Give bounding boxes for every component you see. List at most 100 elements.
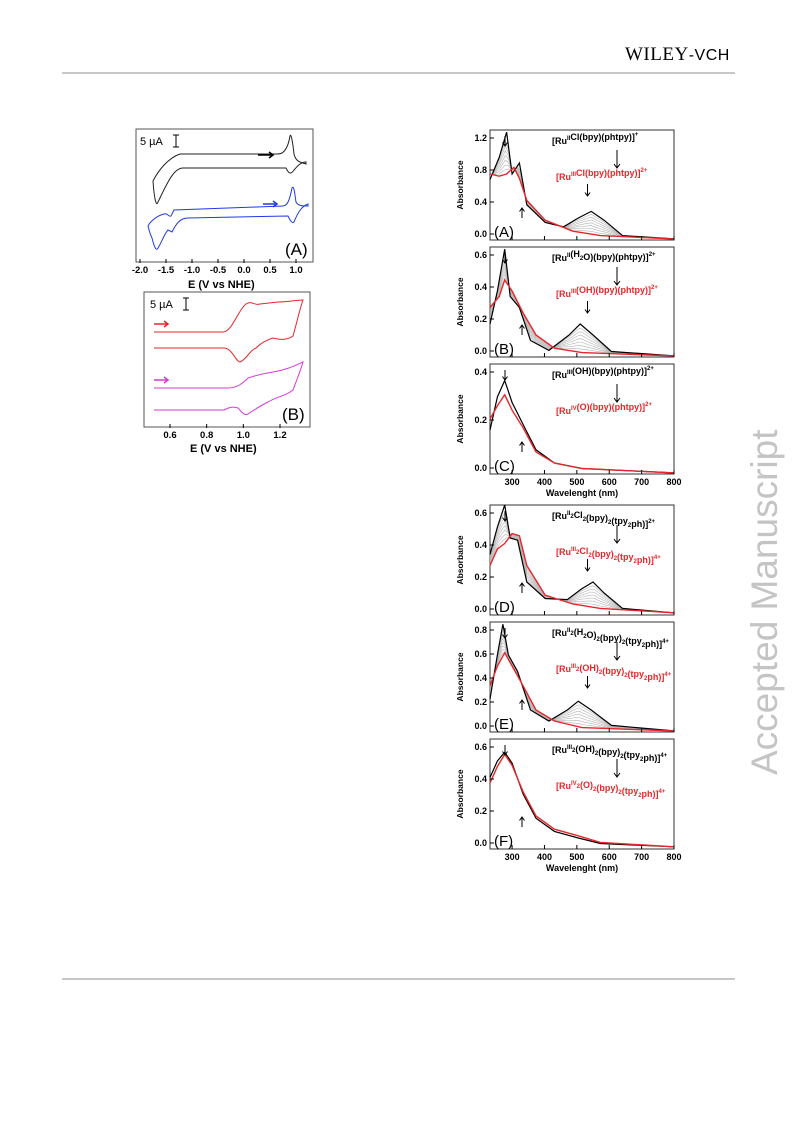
cv-xtick-label: -2.0 (132, 265, 148, 276)
cv-xtick-label: 1.0 (289, 265, 302, 276)
uv-ylabel: Absorbance (455, 394, 465, 443)
uv-intermediate-trace (489, 641, 675, 732)
uv-initial-trace (489, 504, 675, 614)
uv-ylabel: Absorbance (455, 652, 465, 701)
uv-ylabel: Absorbance (455, 160, 465, 209)
uv-ytick-label: 0.0 (474, 346, 487, 356)
publisher-suffix: -VCH (688, 47, 730, 64)
cv-panel-b: 5 µA (B) 0.6 0.8 1.0 1.2 E (V vs NHE) (143, 291, 311, 455)
uv-conversion-arrow (613, 525, 621, 544)
uv-final-trace (489, 651, 675, 732)
uv-panel-frame (489, 129, 675, 241)
footer-rule (62, 978, 735, 980)
uv-ytick-label: 0.4 (474, 774, 487, 784)
uv-xtick-label: 300 (505, 852, 520, 862)
uv-panel-c: 0.0 0.2 0.4 Absorbance (C) [RuIII(OH)(bpy)(ph… (455, 363, 675, 475)
publisher-name: Wiley (625, 44, 689, 65)
cv-trace-a-blue (147, 186, 309, 250)
uv-ytick-label: 0.4 (474, 197, 487, 207)
uv-intermediate-trace (489, 149, 675, 240)
cv-panel-a: 5 µA (A) -2.0 -1.5 -1.0 -0.5 0.0 0.5 1.0 E (V … (132, 128, 314, 291)
uv-ytick-label: 0.4 (474, 540, 487, 550)
uv-xtick-label: 700 (634, 477, 649, 487)
uv-increase-arrow (519, 207, 525, 218)
uv-intermediate-trace (489, 260, 675, 357)
accepted-manuscript-watermark: Accepted Manuscript (744, 429, 785, 775)
cv-xtick-label: 0.6 (163, 430, 176, 441)
cv-xtick-label: -0.5 (210, 265, 227, 276)
uv-intermediate-trace (489, 645, 675, 732)
uv-intermediate-trace (489, 634, 675, 732)
uv-xtick-label: 400 (537, 852, 552, 862)
uv-panel-label: (A) (494, 224, 514, 241)
uv-xtick-label: 600 (602, 852, 617, 862)
uv-ytick-label: 0.4 (474, 673, 487, 683)
uv-ytick-label: 0.0 (474, 721, 487, 731)
uv-ytick-label: 0.2 (474, 314, 487, 324)
uv-final-trace (489, 532, 675, 614)
uv-species-final: [RuIIICl(bpy)(phtpy)]2+ (556, 168, 648, 182)
uv-species-initial: [RuIII(OH)(bpy)(phtpy)]2+ (552, 366, 654, 380)
uv-ytick-label: 1.2 (474, 133, 487, 143)
cv-panel-b-label: (B) (282, 405, 305, 424)
uv-initial-trace (489, 378, 675, 474)
uv-final-trace (489, 278, 675, 357)
cv-scan-arrow-a-black (258, 151, 275, 159)
uv-increase-arrow (519, 441, 525, 452)
uv-ytick-label: 0.0 (474, 463, 487, 473)
uv-species-final: [RuIV2(O)2(bpy)2(tpy2ph)]4+ (556, 780, 666, 799)
uv-species-final: [RuIII2(OH)2(bpy)2(tpy2ph)]4+ (556, 663, 672, 682)
uv-initial-trace (489, 624, 675, 732)
uv-xtick-label: 500 (569, 477, 584, 487)
cv-scale-bar-b (183, 297, 189, 311)
cv-scale-bar-a (173, 134, 179, 148)
uv-panel-e: 0.0 0.2 0.4 0.6 0.8 Absorbance (E) [RuII2(H2O)2… (455, 621, 675, 733)
uv-species-initial: [RuIII2(OH)2(bpy)2(tpy2ph)]4+ (552, 744, 668, 763)
uv-intermediate-trace (489, 257, 675, 357)
uv-panel-a: 0.0 0.4 0.8 1.2 Absorbance (A) [RuIICl(bpy)(ph… (455, 129, 675, 241)
uv-ytick-label: 0.2 (474, 806, 487, 816)
uv-ytick-label: 0.8 (474, 165, 487, 175)
uv-decrease-arrow (502, 511, 508, 522)
uv-increase-arrow (519, 582, 525, 593)
cv-a-xlabel: E (V vs NHE) (188, 279, 255, 291)
watermark-text: Accepted Manuscript (744, 429, 785, 775)
uv-intermediate-trace (489, 637, 675, 732)
uv-band-decrease-arrow (584, 301, 591, 314)
uv-conversion-arrow (613, 384, 621, 403)
uv-ylabel: Absorbance (455, 769, 465, 818)
uv-ylabel: Absorbance (455, 535, 465, 584)
uv-intermediate-trace (489, 516, 675, 614)
uv-panel-frame (489, 246, 675, 358)
uv-ytick-label: 0.4 (474, 282, 487, 292)
uv-species-final: [RuIII(OH)(bpy)(phtpy)]2+ (556, 285, 658, 299)
cv-xtick-label: 1.0 (237, 430, 250, 441)
uv-decrease-arrow (502, 253, 508, 264)
uv-species-initial: [RuIICl(bpy)(phtpy)]+ (552, 132, 639, 146)
uv-conversion-arrow (613, 759, 621, 778)
uv-ytick-label: 0.0 (474, 229, 487, 239)
uv-conversion-arrow (613, 150, 621, 169)
uv-xtick-label: 600 (602, 477, 617, 487)
uv-intermediate-trace (489, 263, 675, 357)
uv-panel-b: 0.0 0.2 0.4 0.6 Absorbance (B) [RuII(H2O)(bpy)… (455, 246, 675, 358)
cv-scale-label-b: 5 µA (150, 299, 174, 311)
uv-ytick-label: 0.2 (474, 415, 487, 425)
uv-panel-label: (E) (494, 716, 514, 733)
uv-species-initial: [RuII2(H2O)2(bpy)2(tpy2ph)]4+ (552, 627, 669, 649)
cv-panel-a-label: (A) (285, 240, 308, 259)
uv-ytick-label: 0.2 (474, 572, 487, 582)
uv-xlabel: Wavelenght (nm) (546, 863, 618, 873)
uv-species-final: [RuIV(O)(bpy)(phtpy)]2+ (556, 402, 652, 416)
uv-ytick-label: 0.8 (474, 625, 487, 635)
cv-a-xticks: -2.0 -1.5 -1.0 -0.5 0.0 0.5 1.0 (132, 259, 303, 276)
uv-xlabel: Wavelenght (nm) (546, 488, 618, 498)
cv-trace-a-black (152, 134, 307, 204)
uv-intermediate-trace (489, 145, 675, 240)
cv-xtick-label: 0.5 (263, 265, 277, 276)
uv-xtick-label: 800 (666, 852, 681, 862)
uv-panel-label: (F) (494, 833, 513, 850)
uv-ytick-label: 0.4 (474, 367, 487, 377)
cv-figure: 5 µA (A) -2.0 -1.5 -1.0 -0.5 0.0 0.5 1.0 E (V … (132, 128, 314, 455)
uv-ytick-label: 0.0 (474, 838, 487, 848)
